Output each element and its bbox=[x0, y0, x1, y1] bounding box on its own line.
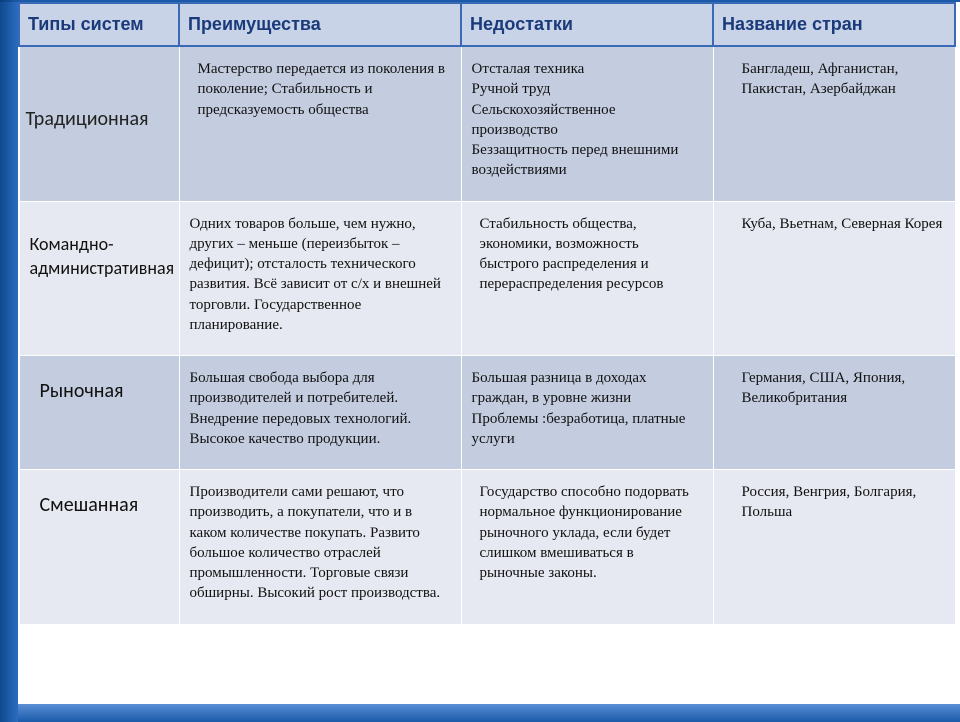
cell-advantages: Мастерство передается из поколения в пок… bbox=[179, 46, 461, 201]
footer-bar bbox=[18, 704, 960, 722]
systems-table: Типы систем Преимущества Недостатки Назв… bbox=[18, 2, 956, 625]
cell-disadvantages: Государство способно подорвать нормально… bbox=[461, 470, 713, 625]
table-row: Рыночная Большая свобода выбора для прои… bbox=[19, 356, 955, 470]
cell-type: Рыночная bbox=[19, 356, 179, 470]
cell-countries: Бангладеш, Афганистан, Пакистан, Азербай… bbox=[713, 46, 955, 201]
cell-disadvantages: Отсталая техника Ручной труд Сельскохозя… bbox=[461, 46, 713, 201]
cell-type: Смешанная bbox=[19, 470, 179, 625]
header-advantages: Преимущества bbox=[179, 3, 461, 46]
header-type: Типы систем bbox=[19, 3, 179, 46]
header-disadvantages: Недостатки bbox=[461, 3, 713, 46]
cell-disadvantages: Большая разница в доходах граждан, в уро… bbox=[461, 356, 713, 470]
cell-advantages: Большая свобода выбора для производителе… bbox=[179, 356, 461, 470]
cell-advantages: Одних товаров больше, чем нужно, других … bbox=[179, 201, 461, 356]
cell-countries: Россия, Венгрия, Болгария, Польша bbox=[713, 470, 955, 625]
cell-advantages: Производители сами решают, что производи… bbox=[179, 470, 461, 625]
table-row: Смешанная Производители сами решают, что… bbox=[19, 470, 955, 625]
cell-disadvantages: Стабильность общества, экономики, возмож… bbox=[461, 201, 713, 356]
cell-countries: Куба, Вьетнам, Северная Корея bbox=[713, 201, 955, 356]
table-row: Командно-административная Одних товаров … bbox=[19, 201, 955, 356]
header-countries: Название стран bbox=[713, 3, 955, 46]
slide: Типы систем Преимущества Недостатки Назв… bbox=[0, 2, 960, 722]
cell-type: Традиционная bbox=[19, 46, 179, 201]
cell-countries: Германия, США, Япония, Великобритания bbox=[713, 356, 955, 470]
table-row: Традиционная Мастерство передается из по… bbox=[19, 46, 955, 201]
cell-type: Командно-административная bbox=[19, 201, 179, 356]
table-header-row: Типы систем Преимущества Недостатки Назв… bbox=[19, 3, 955, 46]
